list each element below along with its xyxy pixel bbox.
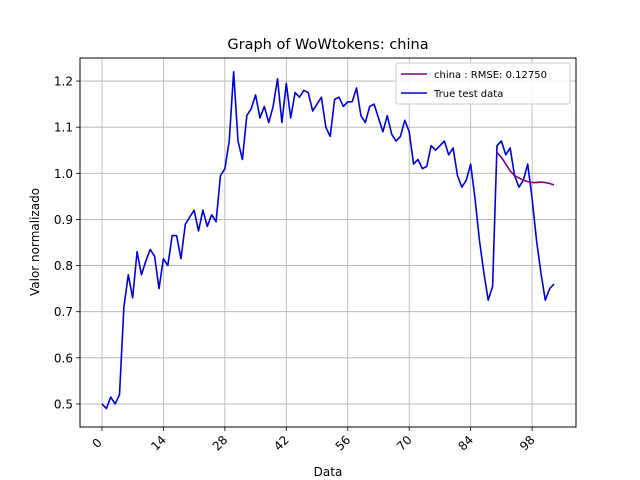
y-tick-label: 0.5: [54, 397, 73, 411]
x-axis-label: Data: [314, 465, 343, 479]
legend: china : RMSE: 0.12750 True test data: [395, 62, 571, 105]
x-tick-label: 84: [455, 433, 476, 454]
prediction-series-line: [496, 152, 555, 186]
plot-area-frame: [79, 57, 577, 428]
legend-frame: [395, 62, 571, 105]
y-axis-label: Valor normalizado: [28, 188, 42, 296]
y-tick-label: 0.6: [54, 351, 73, 365]
y-tick-label: 1.2: [54, 75, 73, 89]
y-tick-label: 0.9: [54, 213, 73, 227]
legend-label-prediction: china : RMSE: 0.12750: [434, 70, 547, 81]
x-tick-label: 0: [89, 436, 104, 451]
x-tick-label: 70: [394, 433, 415, 454]
x-tick-label: 42: [271, 433, 292, 454]
x-tick-label: 14: [148, 433, 169, 454]
legend-label-true-data: True test data: [433, 89, 503, 100]
y-tick-label: 0.8: [54, 259, 73, 273]
chart-title: Graph of WoWtokens: china: [227, 37, 428, 53]
grid: [80, 58, 576, 427]
x-tick-label: 56: [333, 433, 354, 454]
y-axis-ticks: 0.5 0.6 0.7 0.8 0.9 1.0 1.1 1.2: [54, 75, 80, 411]
x-tick-label: 98: [517, 433, 538, 454]
y-tick-label: 1.1: [54, 121, 73, 135]
x-tick-label: 28: [210, 433, 231, 454]
y-tick-label: 0.7: [54, 305, 73, 319]
y-tick-label: 1.0: [54, 167, 73, 181]
series-layer: [101, 71, 555, 410]
true-data-series-line: [101, 71, 555, 410]
x-axis-ticks: 0 14 28 42 56 70 84 98: [89, 427, 538, 454]
